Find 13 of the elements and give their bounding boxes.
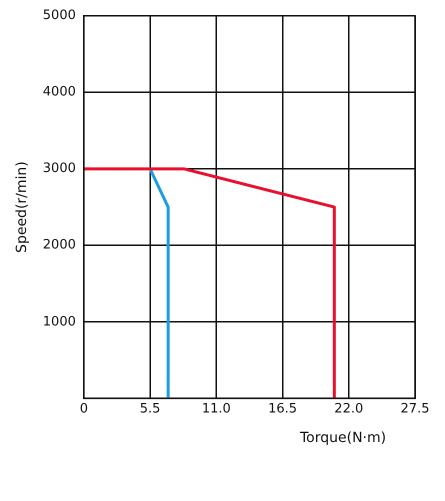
y-tick-label: 4000 [42, 84, 76, 100]
y-tick-label: 5000 [42, 8, 76, 24]
y-tick-label: 2000 [42, 238, 76, 253]
y-tick-label: 1000 [42, 314, 76, 330]
x-tick-label: 11.0 [202, 402, 231, 417]
y-tick-label: 3000 [42, 161, 76, 176]
x-tick-label: 27.5 [400, 402, 430, 417]
x-tick-label: 0 [80, 402, 88, 417]
x-tick-label: 16.5 [268, 402, 298, 417]
x-tick-label: 22.0 [334, 402, 364, 417]
y-axis-title: Speed(r/min) [14, 161, 30, 253]
x-axis-title: Torque(N·m) [300, 430, 386, 446]
x-tick-label: 5.5 [140, 402, 160, 417]
